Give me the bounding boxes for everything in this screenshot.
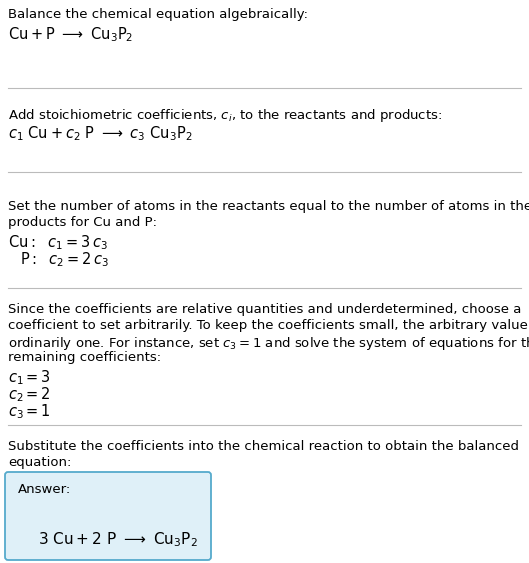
- Text: $\mathrm{P:}\ \ c_2 = 2\,c_3$: $\mathrm{P:}\ \ c_2 = 2\,c_3$: [20, 250, 110, 269]
- Text: $c_3 = 1$: $c_3 = 1$: [8, 402, 51, 421]
- Text: Add stoichiometric coefficients, $c_i$, to the reactants and products:: Add stoichiometric coefficients, $c_i$, …: [8, 107, 442, 124]
- Text: $c_1\ \mathrm{Cu} + c_2\ \mathrm{P}\ \longrightarrow\ c_3\ \mathrm{Cu_3P_2}$: $c_1\ \mathrm{Cu} + c_2\ \mathrm{P}\ \lo…: [8, 124, 193, 142]
- Text: $\mathrm{Cu:}\ \ c_1 = 3\,c_3$: $\mathrm{Cu:}\ \ c_1 = 3\,c_3$: [8, 233, 108, 252]
- Text: $\mathrm{Cu + P\ \longrightarrow\ Cu_3P_2}$: $\mathrm{Cu + P\ \longrightarrow\ Cu_3P_…: [8, 25, 133, 44]
- Text: Set the number of atoms in the reactants equal to the number of atoms in the: Set the number of atoms in the reactants…: [8, 200, 529, 213]
- Text: $3\ \mathrm{Cu} + 2\ \mathrm{P}\ \longrightarrow\ \mathrm{Cu_3P_2}$: $3\ \mathrm{Cu} + 2\ \mathrm{P}\ \longri…: [38, 530, 198, 549]
- Text: equation:: equation:: [8, 456, 71, 469]
- Text: Since the coefficients are relative quantities and underdetermined, choose a: Since the coefficients are relative quan…: [8, 303, 522, 316]
- Text: ordinarily one. For instance, set $c_3 = 1$ and solve the system of equations fo: ordinarily one. For instance, set $c_3 =…: [8, 335, 529, 352]
- Text: $c_1 = 3$: $c_1 = 3$: [8, 368, 51, 387]
- Text: Substitute the coefficients into the chemical reaction to obtain the balanced: Substitute the coefficients into the che…: [8, 440, 519, 453]
- Text: Balance the chemical equation algebraically:: Balance the chemical equation algebraica…: [8, 8, 308, 21]
- Text: products for Cu and P:: products for Cu and P:: [8, 216, 157, 229]
- Text: $c_2 = 2$: $c_2 = 2$: [8, 385, 51, 404]
- Text: Answer:: Answer:: [18, 483, 71, 496]
- Text: coefficient to set arbitrarily. To keep the coefficients small, the arbitrary va: coefficient to set arbitrarily. To keep …: [8, 319, 529, 332]
- FancyBboxPatch shape: [5, 472, 211, 560]
- Text: remaining coefficients:: remaining coefficients:: [8, 351, 161, 364]
